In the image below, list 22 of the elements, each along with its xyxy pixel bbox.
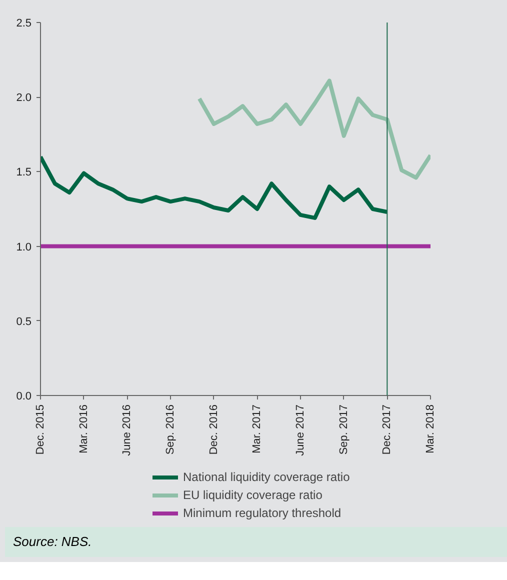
y-tick-label: 1.0 bbox=[16, 241, 32, 254]
line-series bbox=[40, 154, 390, 220]
x-tick-label: Dec. 2017 bbox=[381, 404, 394, 455]
x-tick-label: June 2016 bbox=[121, 404, 134, 456]
line-series bbox=[197, 78, 430, 180]
x-tick-label: Sep. 2017 bbox=[338, 404, 350, 455]
x-tick-label: Mar. 2017 bbox=[251, 404, 264, 454]
y-tick-label: 0.5 bbox=[16, 316, 32, 328]
x-tick-label: June 2017 bbox=[294, 404, 306, 456]
x-tick-label: Dec. 2016 bbox=[208, 404, 220, 455]
y-tick-label: 2.5 bbox=[16, 18, 32, 30]
source-note: Source: NBS. bbox=[13, 533, 92, 551]
x-tick-label: Mar. 2016 bbox=[78, 404, 90, 454]
legend-label: National liquidity coverage ratio bbox=[183, 469, 350, 486]
y-tick-label: 0.0 bbox=[16, 390, 32, 402]
y-tick-label: 1.5 bbox=[16, 166, 32, 179]
legend-label: EU liquidity coverage ratio bbox=[183, 487, 322, 504]
x-tick-label: Mar. 2018 bbox=[424, 404, 436, 454]
y-tick-label: 2.0 bbox=[16, 92, 32, 104]
x-tick-label: Dec. 2015 bbox=[34, 404, 46, 455]
legend-label: Minimum regulatory threshold bbox=[183, 505, 342, 522]
x-tick-label: Sep. 2016 bbox=[164, 404, 176, 455]
